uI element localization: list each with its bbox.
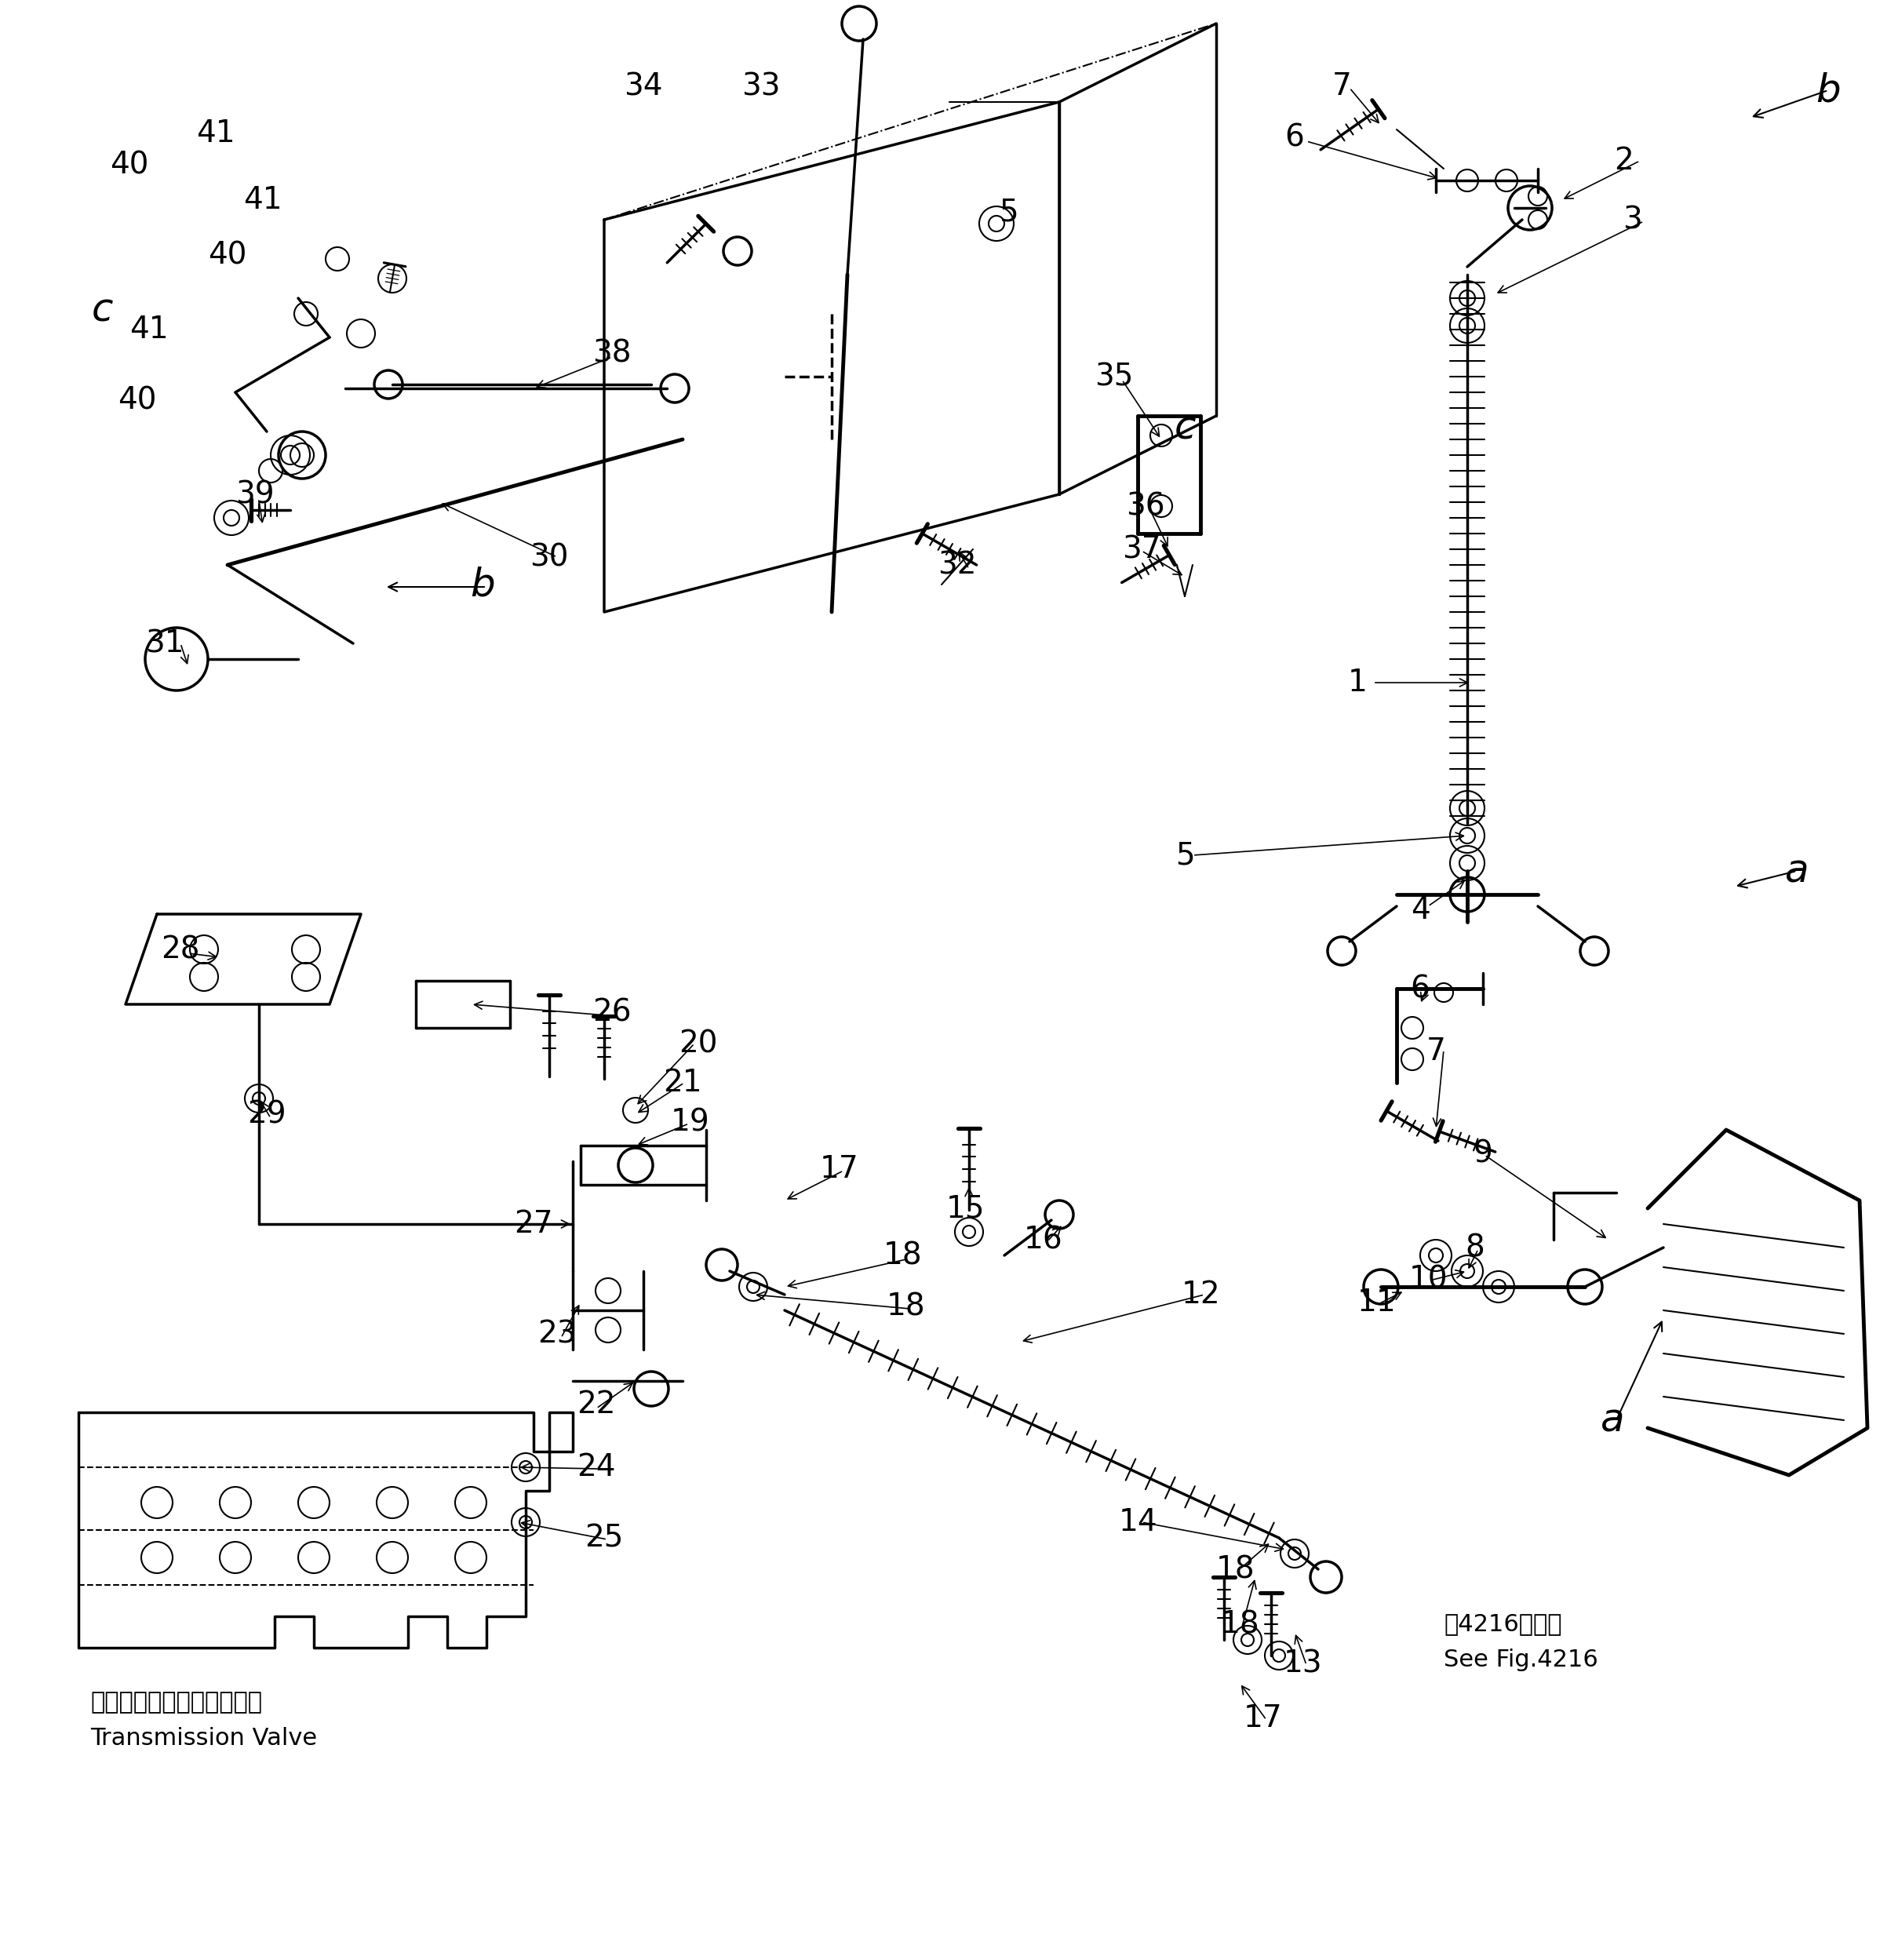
Text: 29: 29 xyxy=(247,1100,287,1129)
Text: 28: 28 xyxy=(161,935,199,964)
Text: 24: 24 xyxy=(577,1452,615,1482)
Text: 8: 8 xyxy=(1465,1233,1484,1262)
Text: 32: 32 xyxy=(938,551,977,580)
Text: See Fig.4216: See Fig.4216 xyxy=(1444,1648,1598,1670)
Text: 6: 6 xyxy=(1285,122,1304,153)
Text: 18: 18 xyxy=(883,1241,922,1270)
Text: 17: 17 xyxy=(820,1154,860,1184)
Text: Transmission Valve: Transmission Valve xyxy=(91,1727,317,1750)
Text: 30: 30 xyxy=(530,543,569,572)
Text: 10: 10 xyxy=(1408,1264,1448,1294)
Text: 1: 1 xyxy=(1348,668,1367,698)
Text: 9: 9 xyxy=(1473,1139,1492,1168)
Text: 笥4216図参照: 笥4216図参照 xyxy=(1444,1613,1562,1635)
Text: c: c xyxy=(91,292,112,329)
Text: 22: 22 xyxy=(577,1390,615,1419)
Text: 25: 25 xyxy=(585,1523,624,1552)
Text: 12: 12 xyxy=(1181,1280,1220,1309)
Text: 11: 11 xyxy=(1357,1288,1397,1317)
Text: 14: 14 xyxy=(1118,1507,1158,1537)
Text: a: a xyxy=(1600,1401,1625,1439)
Text: 19: 19 xyxy=(672,1107,710,1137)
Text: 2: 2 xyxy=(1615,145,1634,176)
Text: b: b xyxy=(1816,71,1841,110)
Text: 7: 7 xyxy=(1425,1037,1446,1066)
Text: 5: 5 xyxy=(998,196,1017,227)
Text: b: b xyxy=(471,566,495,604)
Text: 34: 34 xyxy=(624,71,662,102)
Text: 40: 40 xyxy=(110,149,148,180)
Text: 18: 18 xyxy=(886,1292,926,1321)
Text: 6: 6 xyxy=(1410,974,1429,1004)
Text: 33: 33 xyxy=(742,71,780,102)
Text: 27: 27 xyxy=(514,1209,552,1239)
Text: 17: 17 xyxy=(1243,1703,1283,1733)
Text: 18: 18 xyxy=(1220,1609,1258,1639)
Text: 40: 40 xyxy=(118,386,158,416)
Text: トランスミッションバルブ: トランスミッションバルブ xyxy=(91,1691,262,1713)
Text: 20: 20 xyxy=(679,1029,717,1058)
Text: 38: 38 xyxy=(592,339,632,368)
Text: 36: 36 xyxy=(1126,492,1165,521)
Text: 41: 41 xyxy=(195,118,235,149)
Text: 4: 4 xyxy=(1410,896,1429,925)
Text: 39: 39 xyxy=(235,480,275,510)
Text: 37: 37 xyxy=(1122,535,1162,564)
Text: 41: 41 xyxy=(243,184,283,216)
Text: 15: 15 xyxy=(945,1194,985,1223)
Text: 31: 31 xyxy=(146,629,184,659)
Text: 23: 23 xyxy=(537,1319,577,1348)
Text: 26: 26 xyxy=(592,998,632,1027)
Text: 13: 13 xyxy=(1283,1648,1321,1678)
Text: 35: 35 xyxy=(1095,363,1133,392)
Text: 41: 41 xyxy=(129,316,169,345)
Text: 5: 5 xyxy=(1175,841,1194,870)
Text: c: c xyxy=(1175,410,1196,447)
Text: 21: 21 xyxy=(662,1068,702,1098)
Text: 18: 18 xyxy=(1217,1554,1255,1584)
Text: 7: 7 xyxy=(1332,71,1351,102)
Text: 40: 40 xyxy=(209,239,247,270)
Text: 3: 3 xyxy=(1623,204,1642,235)
Text: 16: 16 xyxy=(1025,1225,1063,1254)
Text: a: a xyxy=(1784,853,1809,890)
